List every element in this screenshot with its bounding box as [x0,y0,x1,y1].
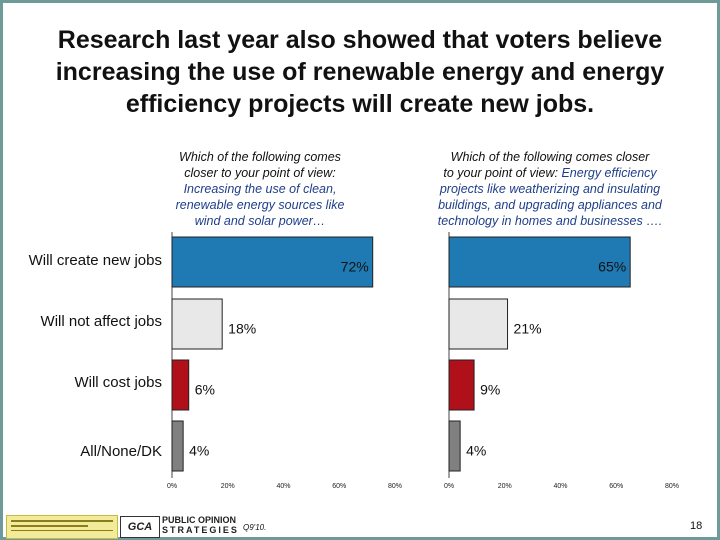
left-question-highlight: renewable energy sources like [175,198,345,212]
title-line: increasing the use of renewable energy a… [55,58,665,86]
right-question-highlight: Energy efficiency [561,166,657,180]
question-number: Q9'10. [243,523,267,532]
bar-value-label: 4% [189,443,209,459]
left-question-line: closer to your point of view: [184,166,336,180]
page-number: 18 [690,520,703,532]
right-question-line: to your point of view: Energy efficiency [405,165,695,181]
org-name-top: PUBLIC OPINION [162,515,237,525]
right-question: Which of the following comes closer to y… [405,149,695,229]
right-question-highlight: buildings, and upgrading appliances and [438,198,662,212]
left-question-highlight: wind and solar power… [194,214,326,228]
category-label: Will not affect jobs [40,313,162,330]
org-name: PUBLIC OPINION STRATEGIES [162,515,239,535]
bar [171,298,223,350]
bar [448,298,509,350]
bar [448,236,631,288]
right-question-prefix: to your point of view: [443,166,562,180]
x-tick-label: 20% [498,483,512,490]
title-line: Research last year also showed that vote… [57,26,663,54]
x-tick-label: 60% [609,483,623,490]
bar [171,236,374,288]
title-line: efficiency projects will create new jobs… [125,90,595,118]
left-question-line: Which of the following comes [179,150,341,164]
bar-value-label: 9% [480,382,500,398]
right-question-highlight: technology in homes and businesses …. [437,214,663,228]
right-question-highlight: projects like weatherizing and insulatin… [439,182,661,196]
x-tick-label: 0% [167,483,177,490]
bar-value-label: 18% [228,321,256,337]
bar-value-label: 21% [514,321,542,337]
bar-value-label: 6% [195,382,215,398]
bar-value-label: 65% [598,259,626,275]
x-tick-label: 80% [665,483,679,490]
x-tick-label: 80% [388,483,402,490]
org-name-bottom: STRATEGIES [162,525,239,535]
category-label: Will create new jobs [28,252,162,269]
bar-value-label: 4% [466,443,486,459]
x-tick-label: 0% [444,483,454,490]
bar [171,420,184,472]
bar-value-label: 72% [341,259,369,275]
bar [448,420,461,472]
right-question-line: Which of the following comes closer [450,150,650,164]
x-tick-label: 40% [276,483,290,490]
bar [448,359,475,411]
bar [171,359,190,411]
category-label: All/None/DK [80,443,162,460]
x-tick-label: 40% [553,483,567,490]
x-tick-label: 60% [332,483,346,490]
left-question: Which of the following comes closer to y… [140,149,380,229]
gca-logo: GCA [120,516,160,538]
partner-logo [6,515,118,539]
x-tick-label: 20% [221,483,235,490]
category-label: Will cost jobs [74,374,162,391]
left-question-highlight: Increasing the use of clean, [183,182,337,196]
slide-title: Research last year also showed that vote… [0,24,720,120]
